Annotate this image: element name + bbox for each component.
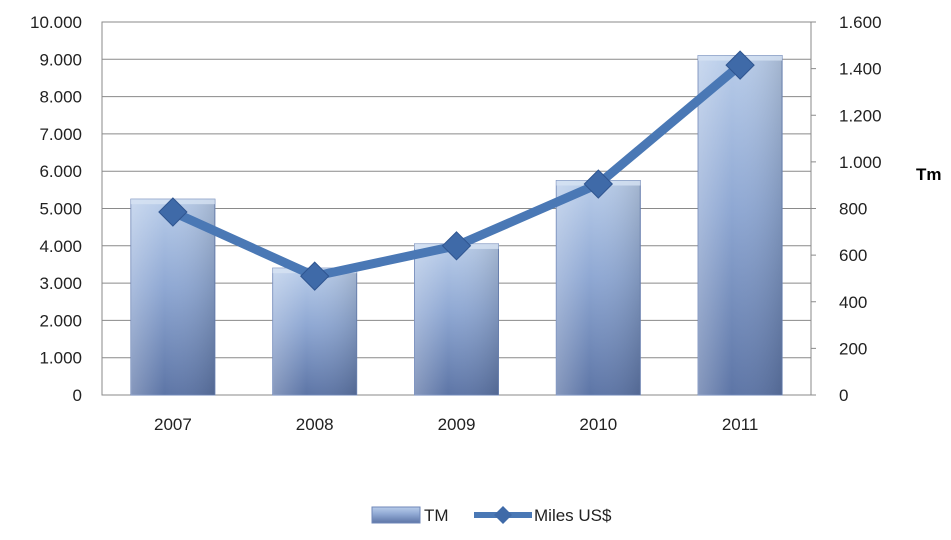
left-tick-label: 3.000: [39, 274, 82, 293]
legend-label-tm: TM: [424, 506, 449, 525]
right-tick-label: 200: [839, 339, 867, 358]
right-tick-label: 600: [839, 246, 867, 265]
bar-shine: [414, 243, 499, 395]
left-axis-tick-labels: 0 1.000 2.000 3.000 4.000 5.000 6.000 7.000 8.00…: [30, 13, 82, 405]
left-tick-label: 2.000: [39, 311, 82, 330]
marker-miles-us-2009: [441, 231, 472, 261]
right-tick-label: 1.200: [839, 106, 882, 125]
legend-label-miles-us: Miles US$: [534, 506, 612, 525]
right-tick-label: 1.000: [839, 153, 882, 172]
marker-miles-us-2008: [299, 261, 330, 291]
x-tick-label: 2007: [154, 415, 192, 434]
legend: TM Miles US$: [371, 506, 612, 525]
bar-shine: [698, 55, 783, 395]
legend-swatch-miles-us-marker: [494, 506, 512, 524]
left-tick-label: 6.000: [39, 162, 82, 181]
right-tick-label: 0: [839, 386, 848, 405]
marker-miles-us-2010: [583, 169, 614, 199]
left-tick-label: 0: [73, 386, 82, 405]
left-tick-label: 5.000: [39, 200, 82, 219]
x-tick-label: 2008: [296, 415, 334, 434]
left-tick-label: 1.000: [39, 349, 82, 368]
left-tick-label: 4.000: [39, 237, 82, 256]
bar-shine: [556, 180, 641, 395]
x-tick-label: 2011: [722, 415, 759, 434]
x-axis-tick-labels: 2007 2008 2009 2010 2011: [154, 415, 758, 434]
right-tick-label: 1.400: [839, 60, 882, 79]
right-tick-label: 400: [839, 293, 867, 312]
right-tick-label: 1.600: [839, 13, 882, 32]
marker-miles-us-2011: [725, 50, 755, 80]
left-tick-label: 9.000: [39, 50, 82, 69]
bar-series-tm: [130, 55, 783, 396]
left-tick-label: 10.000: [30, 13, 82, 32]
x-tick-label: 2010: [579, 415, 617, 434]
right-axis-tick-labels: 0 200 400 600 800 1.000 1.200 1.400 1.600: [811, 13, 882, 405]
left-tick-label: 8.000: [39, 88, 82, 107]
line-series-miles-us: [158, 50, 755, 291]
bar-shine: [130, 199, 215, 395]
legend-swatch-tm: [371, 506, 421, 524]
left-tick-label: 7.000: [39, 125, 82, 144]
right-tick-label: 800: [839, 200, 867, 219]
right-axis-title: Tm: [916, 165, 942, 184]
marker-miles-us-2007: [158, 197, 188, 227]
x-tick-label: 2009: [438, 415, 476, 434]
